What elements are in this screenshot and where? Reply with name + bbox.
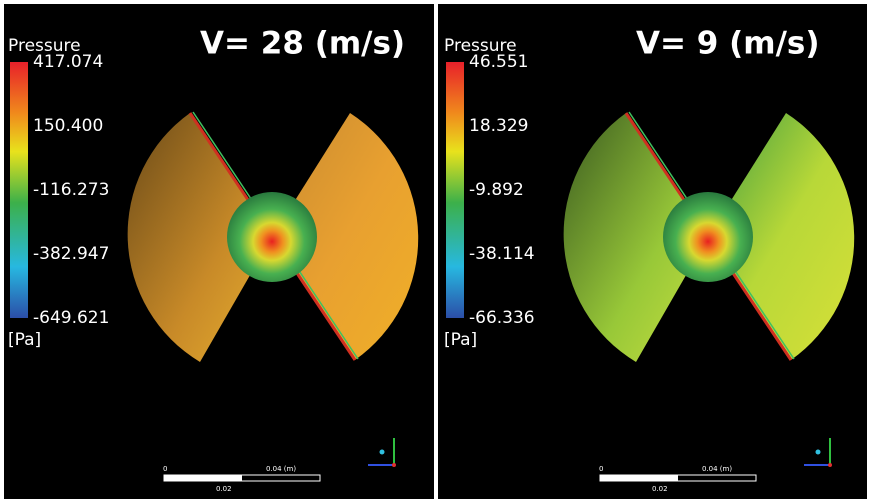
- scale-label: 0.02: [652, 485, 668, 493]
- legend-tick: -9.892: [469, 180, 524, 200]
- scale-bar-fill: [164, 475, 242, 481]
- title: V= 9 (m/s): [636, 26, 820, 62]
- legend-tick: -116.273: [33, 180, 109, 200]
- hub: [227, 192, 317, 282]
- legend-tick: 417.074: [33, 52, 103, 72]
- legend-tick: -382.947: [33, 244, 109, 264]
- axis-origin: [828, 463, 832, 467]
- figure: V= 28 (m/s)Pressure417.074150.400-116.27…: [0, 0, 871, 503]
- hub: [663, 192, 753, 282]
- legend-unit: [Pa]: [8, 330, 41, 350]
- axis-z: [380, 450, 385, 455]
- color-bar: [446, 62, 464, 318]
- legend-tick: -649.621: [33, 308, 109, 328]
- scale-label: 0.02: [216, 485, 232, 493]
- legend-tick: -66.336: [469, 308, 535, 328]
- scale-bar-fill: [600, 475, 678, 481]
- legend-tick: -38.114: [469, 244, 535, 264]
- title: V= 28 (m/s): [200, 26, 405, 62]
- legend-tick: 18.329: [469, 116, 528, 136]
- color-bar: [10, 62, 28, 318]
- scale-label: 0.04 (m): [702, 465, 732, 473]
- legend-tick: 46.551: [469, 52, 528, 72]
- legend-unit: [Pa]: [444, 330, 477, 350]
- scale-label: 0: [599, 465, 603, 473]
- scale-label: 0.04 (m): [266, 465, 296, 473]
- legend-tick: 150.400: [33, 116, 103, 136]
- scale-label: 0: [163, 465, 167, 473]
- axis-origin: [392, 463, 396, 467]
- axis-z: [816, 450, 821, 455]
